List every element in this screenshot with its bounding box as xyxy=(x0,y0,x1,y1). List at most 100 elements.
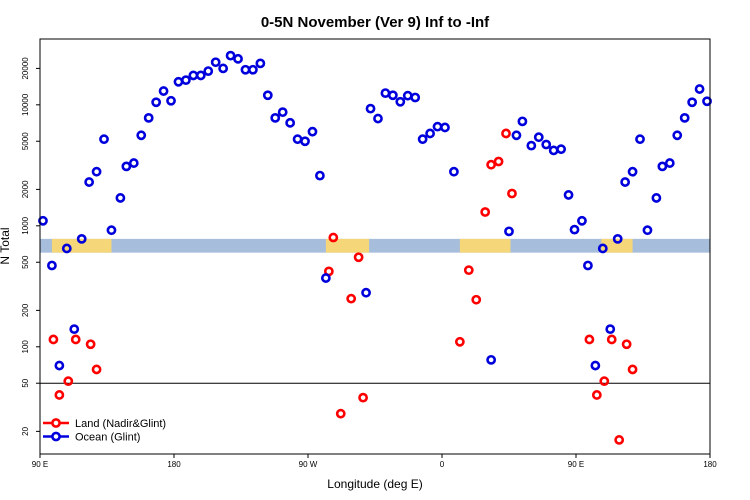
legend-marker xyxy=(51,431,61,442)
ocean-point xyxy=(620,177,631,187)
ocean-point xyxy=(84,177,95,187)
ocean-point xyxy=(315,170,325,181)
land-point xyxy=(584,334,595,345)
legend-label: Ocean (Glint) xyxy=(75,432,140,444)
land-point xyxy=(599,376,610,387)
land-point xyxy=(353,252,364,263)
ocean-point xyxy=(395,96,406,107)
y-tick-label: 2000 xyxy=(21,180,30,198)
land-point xyxy=(63,376,74,387)
land-point xyxy=(91,364,102,375)
ocean-point xyxy=(270,112,281,123)
land-point xyxy=(346,293,357,304)
ocean-point xyxy=(143,112,154,123)
ocean-point xyxy=(188,70,199,81)
ocean-point xyxy=(47,260,57,271)
ocean-point xyxy=(702,96,712,107)
ocean-point xyxy=(158,86,169,96)
land-mask-segment xyxy=(51,238,112,253)
land-point xyxy=(70,334,81,345)
ocean-point xyxy=(651,193,662,203)
ocean-point xyxy=(361,287,371,298)
ocean-point xyxy=(218,63,229,74)
land-point xyxy=(463,265,474,276)
ocean-point xyxy=(233,53,243,64)
land-point xyxy=(454,336,465,347)
land-point xyxy=(606,334,617,345)
land-mask-segment xyxy=(601,238,633,253)
x-tick-label: 0 xyxy=(440,460,445,469)
ocean-point xyxy=(255,58,266,69)
ocean-point xyxy=(642,225,653,236)
legend-label: Land (Nadir&Glint) xyxy=(75,418,166,430)
ocean-point xyxy=(262,90,273,101)
ocean-point xyxy=(679,112,690,123)
ocean-point xyxy=(292,134,303,145)
ocean-point xyxy=(277,107,288,118)
ocean-point xyxy=(373,113,383,124)
ocean-point xyxy=(38,215,48,226)
ocean-point xyxy=(136,130,147,141)
land-point xyxy=(48,334,59,345)
y-tick-label: 5000 xyxy=(21,132,30,150)
land-point xyxy=(335,408,346,419)
plot-frame xyxy=(39,38,711,455)
ocean-point xyxy=(664,158,675,168)
ocean-point xyxy=(61,243,72,254)
ocean-point xyxy=(627,166,638,177)
ocean-point xyxy=(504,226,514,237)
ocean-point xyxy=(54,360,65,371)
land-point xyxy=(85,339,96,350)
ocean-point xyxy=(99,134,109,145)
land-point xyxy=(614,435,625,445)
ocean-point xyxy=(203,66,214,76)
ocean-point xyxy=(380,88,391,99)
land-point xyxy=(358,392,368,403)
x-tick-label: 180 xyxy=(167,460,181,469)
ocean-point xyxy=(307,126,318,137)
ocean-point xyxy=(548,145,559,156)
ocean-point xyxy=(417,134,428,145)
ocean-point xyxy=(402,90,413,101)
x-tick-label: 90 E xyxy=(32,460,48,469)
land-point xyxy=(54,390,65,400)
y-tick-label: 500 xyxy=(21,255,30,269)
land-point xyxy=(486,159,497,170)
land-point xyxy=(480,207,491,217)
land-point xyxy=(493,156,504,167)
x-tick-label: 180 xyxy=(703,460,717,469)
plot-area: 90 E 180 90 W 0 90 E 180 20 50 100 200 500 1000 2000… xyxy=(21,50,717,469)
y-tick-label: 50 xyxy=(21,378,30,387)
x-axis-label: Longitude (deg E) xyxy=(327,477,422,491)
land-point xyxy=(501,128,511,139)
ocean-point xyxy=(612,233,623,244)
ocean-point xyxy=(248,64,258,75)
ocean-point xyxy=(569,224,580,235)
x-tick-label: 90 W xyxy=(299,460,318,469)
ocean-point xyxy=(440,122,450,133)
ocean-point xyxy=(597,243,608,254)
y-tick-label: 10000 xyxy=(21,93,30,116)
ocean-point xyxy=(285,117,296,128)
ocean-point xyxy=(300,136,310,147)
ocean-point xyxy=(657,161,668,172)
ocean-point xyxy=(115,193,126,203)
land-point xyxy=(328,232,339,243)
land-point xyxy=(627,364,638,375)
y-tick-label: 20000 xyxy=(21,57,30,80)
ocean-point xyxy=(173,76,184,87)
land-mask-segment xyxy=(459,238,511,253)
ocean-point xyxy=(425,128,435,139)
ocean-point xyxy=(556,144,567,155)
ocean-mask-band xyxy=(40,238,710,253)
ocean-point xyxy=(563,190,574,200)
land-point xyxy=(507,188,517,199)
ocean-point xyxy=(181,75,191,86)
ocean-point xyxy=(76,233,87,244)
ocean-point xyxy=(583,260,593,271)
ocean-point xyxy=(365,103,376,114)
ocean-point xyxy=(672,130,683,141)
y-axis-label: N Total xyxy=(0,227,12,264)
ocean-point xyxy=(387,90,398,101)
ocean-point xyxy=(517,116,528,127)
